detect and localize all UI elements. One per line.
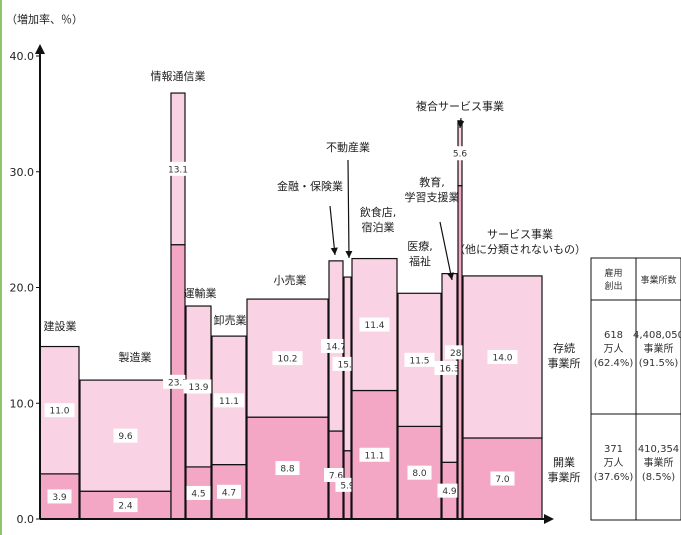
table-establishments-開業: (8.5%) bbox=[642, 472, 675, 483]
continuing-value-2-bg bbox=[113, 428, 138, 443]
table-establishments-開業: 事業所 bbox=[644, 456, 674, 469]
continuing-value-1: 11.0 bbox=[49, 407, 69, 417]
legend-continuing-line1: 存続 bbox=[553, 341, 575, 355]
category-label-1: 建設業 bbox=[44, 319, 77, 333]
new-value-13: 7.0 bbox=[495, 475, 510, 485]
category-label-8: 不動産業 bbox=[326, 140, 370, 154]
continuing-value-4-bg bbox=[183, 379, 214, 394]
table-header-establishments: 事業所数 bbox=[640, 274, 676, 286]
table-header-jobs: 雇用 bbox=[604, 267, 622, 279]
y-axis-arrowhead bbox=[35, 44, 45, 54]
new-value-10-bg bbox=[407, 465, 432, 480]
table-establishments-存続: (91.5%) bbox=[639, 358, 679, 369]
y-tick-label-0: 0.0 bbox=[17, 513, 35, 526]
category-label-5: 卸売業 bbox=[214, 313, 247, 327]
continuing-value-12: 5.6 bbox=[453, 150, 468, 160]
new-value-13-bg bbox=[490, 471, 515, 486]
category-label-12: 複合サービス事業 bbox=[416, 99, 504, 113]
new-value-3: 23.7 bbox=[168, 378, 188, 388]
continuing-value-10: 11.5 bbox=[409, 356, 429, 366]
table-jobs-開業: 371 bbox=[604, 444, 623, 455]
new-value-5-bg bbox=[217, 484, 241, 499]
y-tick-label-2: 20.0 bbox=[10, 282, 35, 295]
new-value-9: 11.1 bbox=[364, 451, 384, 461]
new-value-11-bg bbox=[437, 483, 462, 498]
new-value-6: 8.8 bbox=[280, 465, 295, 475]
category-label-13: サービス事業 bbox=[487, 228, 553, 241]
continuing-value-5-bg bbox=[214, 393, 244, 408]
category-label-10: 福祉 bbox=[409, 254, 431, 268]
new-value-10: 8.0 bbox=[412, 469, 427, 479]
continuing-value-9: 11.4 bbox=[364, 321, 384, 331]
leader-arrow-4 bbox=[457, 117, 465, 129]
table-header-jobs: 創出 bbox=[604, 280, 622, 292]
legend-continuing-line2: 事業所 bbox=[548, 357, 581, 370]
table-establishments-存続: 事業所 bbox=[644, 342, 674, 355]
legend-new-line1: 開業 bbox=[553, 456, 575, 469]
category-label-7: 金融・保険業 bbox=[277, 179, 343, 193]
new-value-7: 7.6 bbox=[329, 472, 344, 482]
continuing-value-3-bg bbox=[163, 161, 193, 176]
leader-arrow-1 bbox=[329, 205, 338, 256]
continuing-value-11-bg bbox=[434, 360, 465, 375]
category-label-13: （他に分類されないもの） bbox=[454, 243, 586, 256]
table-jobs-存続: (62.4%) bbox=[594, 358, 634, 369]
table-jobs-開業: 万人 bbox=[604, 457, 624, 469]
category-label-9: 宿泊業 bbox=[362, 220, 395, 234]
new-value-12: 28.8 bbox=[450, 349, 470, 359]
table-jobs-存続: 618 bbox=[604, 330, 623, 341]
table-establishments-存続: 4,408,050 bbox=[633, 330, 681, 341]
x-axis-arrowhead bbox=[544, 514, 554, 524]
category-label-10: 医療, bbox=[407, 239, 433, 253]
category-label-9: 飲食店, bbox=[360, 205, 397, 219]
new-value-1-bg bbox=[47, 489, 72, 504]
new-value-2-bg bbox=[113, 498, 138, 513]
category-label-3: 情報通信業 bbox=[151, 70, 206, 83]
new-value-6-bg bbox=[275, 461, 300, 476]
continuing-value-5: 11.1 bbox=[219, 397, 239, 407]
continuing-value-8: 15.0 bbox=[337, 360, 357, 370]
y-tick-label-4: 40.0 bbox=[10, 50, 35, 63]
continuing-value-1-bg bbox=[44, 403, 75, 418]
continuing-value-10-bg bbox=[404, 352, 435, 367]
table-establishments-開業: 410,354 bbox=[638, 444, 679, 455]
new-value-4-bg bbox=[186, 485, 211, 500]
category-label-2: 製造業 bbox=[119, 350, 152, 364]
new-value-9-bg bbox=[359, 447, 390, 462]
continuing-value-7: 14.7 bbox=[326, 342, 346, 352]
continuing-value-4: 13.9 bbox=[188, 383, 208, 393]
continuing-value-3: 13.1 bbox=[168, 165, 188, 175]
continuing-value-13-bg bbox=[487, 349, 518, 364]
y-tick-label-1: 10.0 bbox=[10, 397, 35, 410]
category-label-11: 教育, bbox=[419, 175, 445, 189]
left-accent-rule bbox=[0, 0, 2, 535]
legend-new-line2: 事業所 bbox=[548, 471, 581, 484]
y-tick-label-3: 30.0 bbox=[10, 166, 35, 179]
category-label-11: 学習支援業 bbox=[405, 190, 460, 204]
continuing-value-13: 14.0 bbox=[492, 353, 512, 363]
continuing-value-2: 9.6 bbox=[118, 432, 133, 442]
leader-arrow-3 bbox=[439, 221, 455, 281]
y-axis-title: （増加率、％） bbox=[6, 12, 83, 26]
continuing-value-9-bg bbox=[359, 317, 390, 332]
category-label-4: 運輸業 bbox=[184, 286, 217, 300]
continuing-value-6: 10.2 bbox=[277, 355, 297, 365]
table-jobs-存続: 万人 bbox=[604, 343, 624, 355]
continuing-value-12-bg bbox=[448, 146, 472, 161]
new-value-5: 4.7 bbox=[222, 488, 236, 498]
category-label-6: 小売業 bbox=[274, 274, 307, 287]
new-value-4: 4.5 bbox=[191, 489, 205, 499]
new-value-2: 2.4 bbox=[118, 502, 133, 512]
leader-arrow-2 bbox=[345, 159, 353, 259]
table-jobs-開業: (37.6%) bbox=[594, 472, 634, 483]
new-value-11: 4.9 bbox=[442, 487, 457, 497]
new-value-8: 5.9 bbox=[340, 481, 355, 491]
continuing-value-11: 16.3 bbox=[439, 364, 459, 374]
new-value-1: 3.9 bbox=[52, 493, 67, 503]
continuing-value-6-bg bbox=[272, 351, 303, 366]
